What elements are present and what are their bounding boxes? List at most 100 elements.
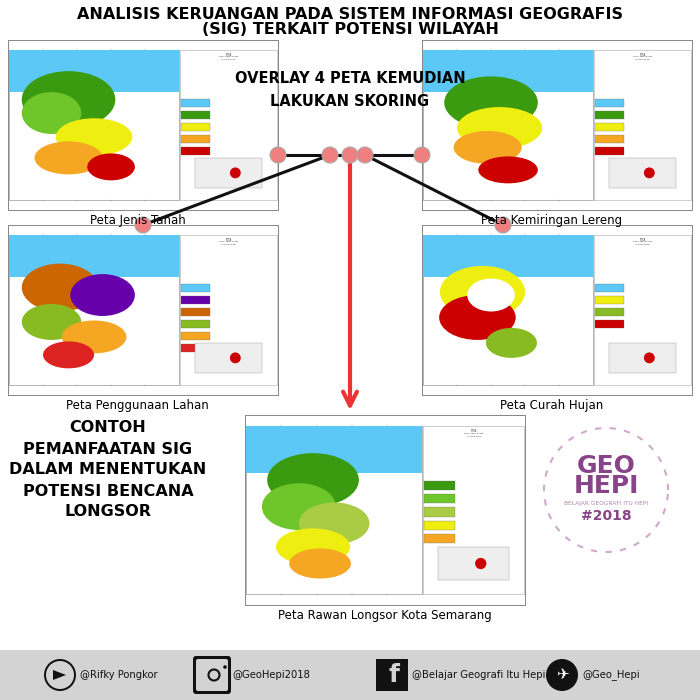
- Text: TAHUN 2016: TAHUN 2016: [467, 435, 481, 437]
- Text: HEPI: HEPI: [573, 474, 638, 498]
- Ellipse shape: [22, 264, 98, 312]
- Bar: [423, 50, 593, 92]
- Ellipse shape: [454, 131, 522, 164]
- Circle shape: [546, 659, 578, 691]
- Bar: [608, 343, 676, 373]
- Bar: [9, 235, 179, 385]
- Ellipse shape: [444, 76, 538, 129]
- Text: @Rifky Pongkor: @Rifky Pongkor: [80, 670, 158, 680]
- Bar: [181, 99, 210, 107]
- Circle shape: [135, 217, 151, 233]
- Bar: [181, 134, 210, 143]
- Bar: [181, 284, 210, 292]
- Text: CONTOH
PEMANFAATAN SIG
DALAM MENENTUKAN
POTENSI BENCANA
LONGSOR: CONTOH PEMANFAATAN SIG DALAM MENENTUKAN …: [9, 421, 206, 519]
- Circle shape: [322, 147, 338, 163]
- Bar: [246, 426, 422, 473]
- Text: Peta Rawan Longsor Kota Semarang: Peta Rawan Longsor Kota Semarang: [278, 609, 492, 622]
- Bar: [422, 225, 692, 395]
- Ellipse shape: [467, 279, 515, 312]
- Ellipse shape: [267, 453, 359, 507]
- Ellipse shape: [299, 503, 370, 545]
- Text: f: f: [389, 663, 400, 687]
- Circle shape: [270, 147, 286, 163]
- Bar: [8, 225, 278, 395]
- Bar: [594, 235, 691, 385]
- Bar: [8, 40, 278, 210]
- Ellipse shape: [440, 266, 525, 318]
- Bar: [8, 40, 278, 210]
- Bar: [181, 111, 210, 119]
- Bar: [595, 111, 624, 119]
- Bar: [180, 235, 277, 385]
- Text: (SIG) TERKAIT POTENSI WILAYAH: (SIG) TERKAIT POTENSI WILAYAH: [202, 22, 498, 37]
- Text: TAHUN 2016: TAHUN 2016: [221, 244, 236, 246]
- Bar: [595, 320, 624, 328]
- Bar: [181, 147, 210, 155]
- Bar: [9, 50, 179, 199]
- Bar: [9, 50, 179, 92]
- Bar: [422, 225, 692, 395]
- Circle shape: [495, 217, 511, 233]
- Bar: [422, 40, 692, 210]
- Bar: [0, 650, 700, 700]
- Ellipse shape: [88, 153, 135, 181]
- Bar: [424, 534, 454, 543]
- Bar: [195, 158, 262, 188]
- Bar: [595, 99, 624, 107]
- Bar: [181, 122, 210, 131]
- Text: @GeoHepi2018: @GeoHepi2018: [232, 670, 310, 680]
- Bar: [245, 415, 525, 605]
- Bar: [595, 308, 624, 316]
- Text: PETA: PETA: [225, 238, 232, 242]
- Bar: [181, 308, 210, 316]
- Bar: [424, 508, 454, 517]
- Bar: [245, 415, 525, 605]
- Bar: [8, 225, 278, 395]
- Bar: [423, 235, 593, 277]
- Ellipse shape: [56, 118, 132, 155]
- Text: @Belajar Geografi Itu Hepi: @Belajar Geografi Itu Hepi: [412, 670, 545, 680]
- Bar: [423, 235, 593, 385]
- Text: GEO: GEO: [577, 454, 636, 478]
- Bar: [424, 494, 454, 503]
- Bar: [594, 50, 691, 199]
- Text: KOTA SEMARANG: KOTA SEMARANG: [633, 241, 652, 242]
- Circle shape: [44, 659, 76, 691]
- Text: BELAJAR GEOGRAFI ITU HEPI: BELAJAR GEOGRAFI ITU HEPI: [564, 501, 648, 507]
- Text: PETA: PETA: [639, 53, 645, 57]
- Bar: [595, 134, 624, 143]
- FancyBboxPatch shape: [193, 656, 231, 694]
- Circle shape: [230, 167, 241, 178]
- Ellipse shape: [43, 342, 94, 368]
- Ellipse shape: [22, 304, 81, 340]
- Circle shape: [475, 558, 486, 569]
- Bar: [438, 547, 509, 580]
- Circle shape: [342, 147, 358, 163]
- Ellipse shape: [262, 483, 336, 530]
- Text: @Geo_Hepi: @Geo_Hepi: [582, 669, 640, 680]
- Ellipse shape: [478, 156, 538, 183]
- Text: Peta Penggunaan Lahan: Peta Penggunaan Lahan: [66, 399, 209, 412]
- Circle shape: [230, 352, 241, 363]
- Bar: [595, 147, 624, 155]
- Text: ✈: ✈: [556, 668, 568, 682]
- Circle shape: [357, 147, 373, 163]
- Bar: [181, 344, 210, 352]
- Text: Peta Kemiringan Lereng: Peta Kemiringan Lereng: [481, 214, 622, 227]
- Bar: [180, 50, 277, 199]
- Bar: [595, 122, 624, 131]
- Ellipse shape: [22, 92, 81, 134]
- Text: KOTA SEMARANG: KOTA SEMARANG: [219, 56, 238, 57]
- Ellipse shape: [457, 107, 542, 149]
- Ellipse shape: [70, 274, 135, 316]
- Ellipse shape: [22, 71, 116, 128]
- Text: #2018: #2018: [581, 509, 631, 523]
- Bar: [9, 235, 179, 277]
- Bar: [595, 284, 624, 292]
- Bar: [424, 521, 454, 530]
- Bar: [424, 426, 524, 594]
- Ellipse shape: [289, 549, 351, 579]
- Bar: [376, 659, 408, 691]
- Ellipse shape: [62, 321, 127, 354]
- Circle shape: [46, 661, 74, 689]
